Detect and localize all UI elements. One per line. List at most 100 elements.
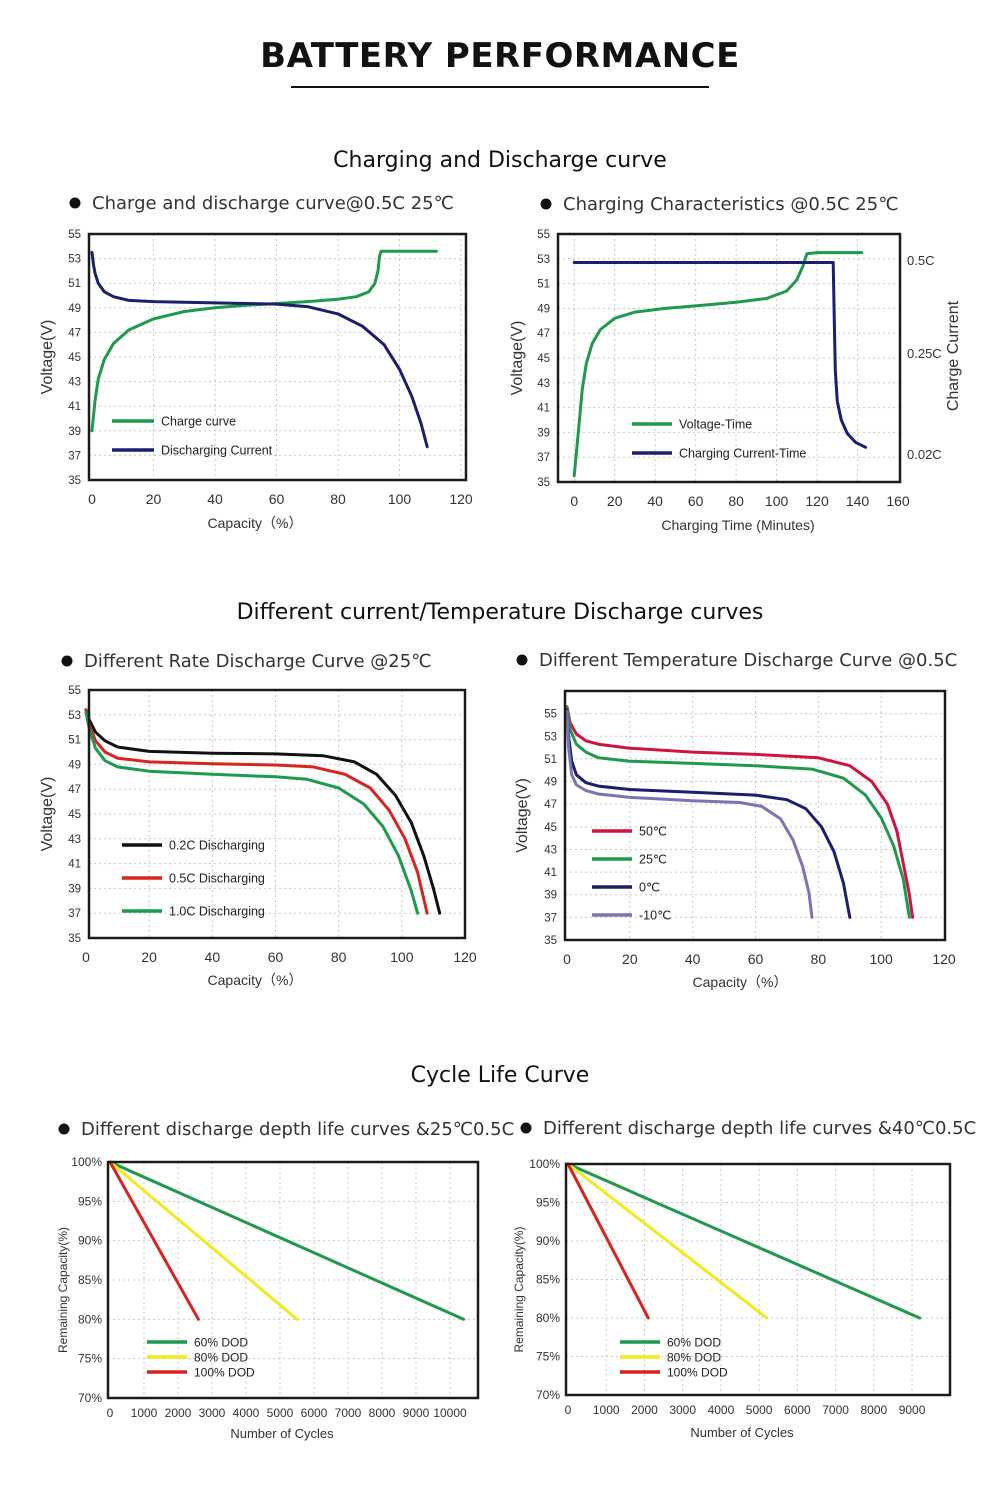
title-bullet — [58, 1123, 70, 1135]
y2-tick-label: 0.02C — [907, 447, 942, 462]
x-tick-label: 100 — [390, 949, 414, 965]
series-line — [84, 708, 429, 915]
page-title: BATTERY PERFORMANCE — [260, 36, 740, 76]
x-tick-label: 5000 — [746, 1403, 773, 1417]
title-bullet — [69, 197, 81, 209]
x-tick-label: 0 — [563, 951, 571, 967]
y-tick-label: 43 — [537, 378, 550, 390]
y2-axis-label: Charge Current — [945, 300, 962, 411]
x-tick-label: 7000 — [822, 1403, 849, 1417]
title-bullet — [516, 654, 528, 666]
plot-frame — [87, 232, 468, 482]
title-bullet — [61, 655, 73, 667]
x-axis-label: Charging Time (Minutes) — [661, 517, 814, 533]
y-tick-label: 49 — [537, 303, 550, 315]
legend-label: 100% DOD — [194, 1366, 255, 1380]
y-tick-label: 55 — [68, 685, 81, 697]
x-tick-label: 60 — [688, 493, 704, 509]
y-tick-label: 39 — [68, 883, 81, 895]
chart-c6: Different discharge depth life curves &4… — [512, 1118, 976, 1440]
x-tick-label: 60 — [268, 949, 284, 965]
y-tick-label: 49 — [68, 759, 81, 771]
y-tick-label: 53 — [68, 710, 81, 722]
chart-title: Different discharge depth life curves &2… — [81, 1119, 514, 1140]
x-tick-label: 7000 — [335, 1406, 362, 1420]
y-tick-label: 85% — [78, 1273, 102, 1287]
series-line — [84, 708, 442, 915]
legend-label: 60% DOD — [194, 1336, 248, 1350]
y-tick-label: 51 — [537, 279, 550, 291]
chart-title: Charging Characteristics @0.5C 25℃ — [563, 194, 898, 215]
chart-title: Different Temperature Discharge Curve @0… — [539, 650, 957, 671]
chart-c4: Different Temperature Discharge Curve @0… — [514, 650, 957, 990]
y-tick-label: 45 — [68, 809, 81, 821]
y-tick-label: 47 — [537, 328, 550, 340]
y-tick-label: 100% — [529, 1157, 560, 1171]
y-tick-label: 41 — [537, 403, 550, 415]
y-tick-label: 45 — [544, 822, 557, 834]
y-tick-label: 35 — [68, 475, 81, 487]
y-tick-label: 85% — [536, 1273, 560, 1287]
y-tick-label: 51 — [68, 735, 81, 747]
chart-c2: Charging Characteristics @0.5C 25℃ 0 20 40 6… — [509, 194, 962, 533]
y-tick-label: 70% — [78, 1391, 102, 1405]
y-tick-label: 53 — [537, 254, 550, 266]
y-tick-label: 41 — [68, 859, 81, 871]
x-tick-label: 0 — [570, 493, 578, 509]
y-tick-label: 53 — [544, 731, 557, 743]
y-tick-label: 41 — [68, 401, 81, 413]
y-tick-label: 43 — [68, 377, 81, 389]
x-tick-label: 160 — [886, 493, 910, 509]
y-tick-label: 95% — [78, 1194, 102, 1208]
y-tick-label: 49 — [544, 777, 557, 789]
series-line — [566, 1162, 650, 1320]
x-tick-label: 1000 — [593, 1403, 620, 1417]
y-tick-label: 35 — [544, 935, 557, 947]
legend-label: 80% DOD — [667, 1351, 721, 1365]
x-tick-label: 80 — [728, 493, 744, 509]
x-tick-label: 9000 — [403, 1406, 430, 1420]
x-tick-label: 0 — [565, 1403, 572, 1417]
legend-label: Discharging Current — [161, 444, 273, 458]
legend-label: Charging Current-Time — [679, 447, 806, 461]
y-tick-label: 39 — [537, 427, 550, 439]
title-bullet — [540, 198, 552, 210]
x-tick-label: 9000 — [899, 1403, 926, 1417]
legend-label: -10℃ — [639, 909, 671, 923]
x-tick-label: 2000 — [631, 1403, 658, 1417]
x-tick-label: 1000 — [131, 1406, 158, 1420]
chart-c3: Different Rate Discharge Curve @25℃ 0 20 40… — [39, 651, 477, 988]
x-tick-label: 20 — [607, 493, 623, 509]
x-axis-label: Number of Cycles — [690, 1425, 794, 1440]
x-tick-label: 60 — [748, 951, 764, 967]
x-tick-label: 140 — [846, 493, 870, 509]
legend-label: 60% DOD — [667, 1336, 721, 1350]
y-tick-label: 53 — [68, 254, 81, 266]
y-tick-label: 100% — [71, 1155, 102, 1169]
plot-frame — [563, 689, 947, 942]
x-tick-label: 8000 — [369, 1406, 396, 1420]
x-tick-label: 4000 — [708, 1403, 735, 1417]
y-tick-label: 75% — [78, 1352, 102, 1366]
x-tick-label: 20 — [622, 951, 638, 967]
legend-label: 0.2C Discharging — [169, 839, 265, 853]
y-axis-label: Remaining Capacity(%) — [512, 1226, 526, 1352]
chart-title: Charge and discharge curve@0.5C 25℃ — [92, 193, 454, 214]
x-axis-label: Number of Cycles — [230, 1426, 334, 1441]
legend-label: 1.0C Discharging — [169, 905, 265, 919]
x-tick-label: 3000 — [199, 1406, 226, 1420]
legend-label: 80% DOD — [194, 1351, 248, 1365]
y-tick-label: 90% — [78, 1234, 102, 1248]
x-tick-label: 0 — [107, 1406, 114, 1420]
plot-frame — [87, 688, 467, 940]
x-tick-label: 80 — [331, 949, 347, 965]
x-tick-label: 0 — [82, 949, 90, 965]
x-tick-label: 120 — [453, 949, 477, 965]
y-axis-label: Voltage(V) — [514, 778, 531, 853]
x-tick-label: 10000 — [433, 1406, 467, 1420]
y-tick-label: 43 — [68, 834, 81, 846]
y-tick-label: 35 — [537, 477, 550, 489]
legend-label: 0.5C Discharging — [169, 872, 265, 886]
x-tick-label: 3000 — [669, 1403, 696, 1417]
y-axis-label: Voltage(V) — [509, 321, 526, 396]
